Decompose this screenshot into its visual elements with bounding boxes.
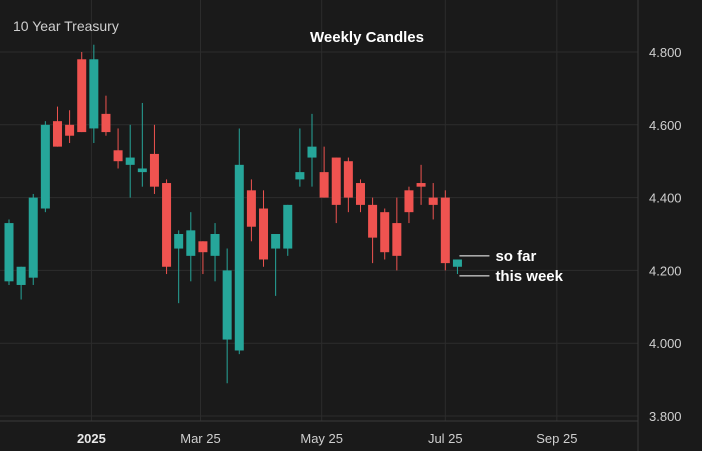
- x-tick-label: Mar 25: [180, 431, 220, 446]
- chart-title: Weekly Candles: [310, 29, 424, 46]
- y-tick-label: 4.200: [649, 263, 682, 278]
- y-tick-label: 3.800: [649, 409, 682, 424]
- candle-body: [307, 146, 317, 158]
- candle[interactable]: [343, 157, 353, 213]
- candle[interactable]: [89, 44, 99, 143]
- candle[interactable]: [101, 95, 111, 136]
- candle-body: [89, 59, 99, 129]
- candle-body: [440, 197, 450, 264]
- candle[interactable]: [271, 234, 281, 296]
- candle[interactable]: [52, 106, 62, 147]
- candle-body: [16, 266, 26, 285]
- annotations-layer: so far this week: [459, 248, 564, 285]
- candle[interactable]: [416, 164, 426, 205]
- candle-body: [283, 204, 293, 249]
- candle-body: [186, 230, 196, 256]
- y-tick-label: 4.800: [649, 45, 682, 60]
- candle-body: [452, 259, 462, 267]
- x-tick-label: Sep 25: [536, 431, 577, 446]
- candle[interactable]: [259, 190, 269, 267]
- candle-body: [271, 234, 281, 249]
- candle[interactable]: [186, 212, 196, 282]
- time-axis[interactable]: 2025 Mar 25 May 25 Jul 25 Sep 25: [77, 431, 577, 446]
- candle-body: [259, 208, 269, 260]
- candle[interactable]: [428, 183, 438, 220]
- candle-body: [198, 241, 208, 253]
- candle[interactable]: [40, 121, 50, 213]
- candle[interactable]: [28, 193, 38, 285]
- x-tick-label: Jul 25: [428, 431, 463, 446]
- candle-body: [77, 59, 87, 133]
- candle-body: [222, 270, 232, 340]
- candle[interactable]: [210, 223, 220, 282]
- candle[interactable]: [283, 204, 293, 256]
- candle-body: [113, 150, 123, 162]
- candle-body: [392, 223, 402, 256]
- candle-body: [246, 190, 256, 227]
- candle[interactable]: [222, 248, 232, 384]
- candle-body: [125, 157, 135, 165]
- price-axis[interactable]: 3.800 4.000 4.200 4.400 4.600 4.800: [649, 45, 682, 424]
- candle[interactable]: [174, 230, 184, 304]
- candle-body: [28, 197, 38, 278]
- candle-body: [101, 113, 111, 133]
- x-tick-label: May 25: [300, 431, 343, 446]
- candle[interactable]: [355, 179, 365, 213]
- y-tick-label: 4.600: [649, 118, 682, 133]
- candle[interactable]: [380, 208, 390, 260]
- gridlines: [0, 0, 638, 421]
- candle[interactable]: [295, 128, 305, 187]
- annotation-label: this week: [495, 268, 563, 285]
- candle[interactable]: [452, 259, 462, 275]
- symbol-label: 10 Year Treasury: [13, 18, 119, 34]
- candle[interactable]: [149, 124, 159, 194]
- y-tick-label: 4.000: [649, 336, 682, 351]
- candle[interactable]: [77, 52, 87, 133]
- candle-body: [174, 234, 184, 249]
- candle-body: [65, 124, 75, 136]
- candle[interactable]: [65, 110, 75, 143]
- candle[interactable]: [198, 241, 208, 275]
- candle-body: [149, 153, 159, 187]
- candle[interactable]: [392, 197, 402, 271]
- candle[interactable]: [440, 190, 450, 271]
- candle-body: [295, 172, 305, 180]
- candle[interactable]: [331, 157, 341, 224]
- candle-body: [4, 223, 14, 282]
- candle-body: [355, 183, 365, 205]
- candle[interactable]: [137, 102, 147, 187]
- candle-body: [404, 190, 414, 213]
- candle[interactable]: [4, 219, 14, 285]
- candle-body: [319, 172, 329, 198]
- candle-body: [416, 183, 426, 187]
- annotation-label: so far: [495, 248, 536, 265]
- candles-layer: [4, 44, 462, 384]
- candle[interactable]: [307, 113, 317, 187]
- candle[interactable]: [246, 179, 256, 242]
- candle-body: [52, 121, 62, 147]
- candle[interactable]: [162, 179, 172, 275]
- candle-body: [331, 157, 341, 205]
- candle[interactable]: [404, 186, 414, 224]
- candle[interactable]: [125, 124, 135, 198]
- candle[interactable]: [319, 146, 329, 198]
- candle-body: [368, 204, 378, 238]
- candle[interactable]: [368, 197, 378, 264]
- candle-body: [343, 161, 353, 198]
- candle-body: [380, 212, 390, 253]
- candle-body: [40, 124, 50, 209]
- candle-body: [210, 234, 220, 256]
- x-tick-label: 2025: [77, 431, 106, 446]
- y-tick-label: 4.400: [649, 191, 682, 206]
- candle-body: [137, 168, 147, 173]
- candle-body: [234, 164, 244, 351]
- candle[interactable]: [16, 266, 26, 300]
- candle[interactable]: [113, 128, 123, 169]
- candle-body: [428, 197, 438, 205]
- candle[interactable]: [234, 128, 244, 355]
- candle-body: [162, 183, 172, 267]
